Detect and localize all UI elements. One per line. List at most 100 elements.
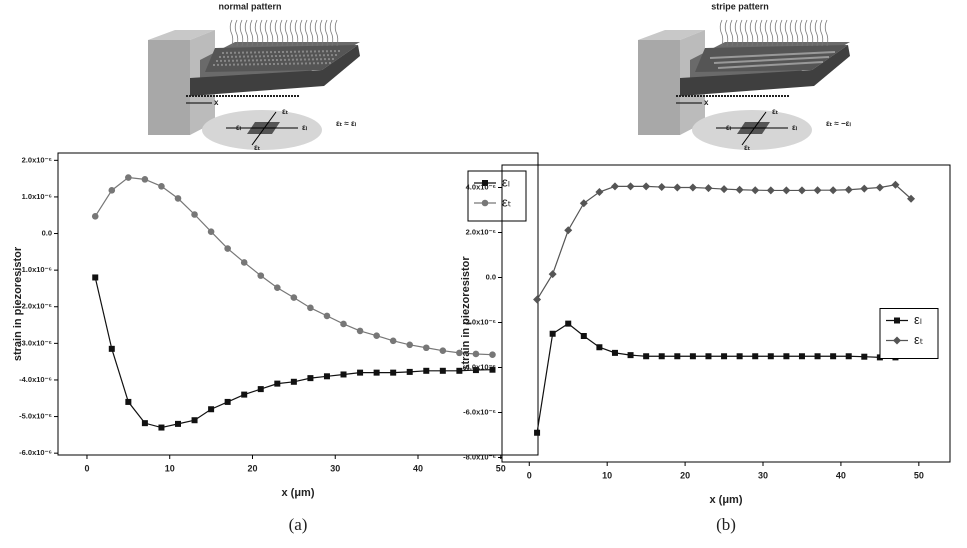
marker (241, 392, 247, 398)
marker (721, 353, 727, 359)
marker (241, 259, 248, 266)
marker (737, 353, 743, 359)
marker (208, 228, 215, 235)
support-front (638, 40, 680, 135)
caption: (b) (716, 515, 736, 534)
marker (158, 425, 164, 431)
marker (550, 331, 556, 337)
marker (225, 399, 231, 405)
marker (291, 294, 298, 301)
marker (423, 344, 430, 351)
x-axis-label: x (μm) (709, 494, 742, 506)
marker (291, 379, 297, 385)
x-tick-label: 30 (758, 470, 768, 480)
x-tick-label: 0 (84, 463, 89, 473)
marker (274, 284, 281, 291)
y-tick-label: -3.0x10⁻⁶ (19, 338, 52, 347)
marker (307, 305, 314, 312)
legend-marker (482, 200, 489, 207)
marker (341, 371, 347, 377)
figure: normal patternxεₜεₗεₗεₜεₜ ≈ εₗ2.0x10⁻⁶1.… (0, 0, 967, 548)
marker (407, 369, 413, 375)
marker (690, 353, 696, 359)
annotation: εₜ ≈ εₗ (336, 119, 357, 128)
y-tick-label: 0.0 (486, 272, 496, 281)
marker (142, 420, 148, 426)
series-line (537, 185, 911, 300)
legend-label: εₜ (914, 332, 924, 347)
marker (783, 353, 789, 359)
legend-label: εₗ (502, 174, 510, 189)
marker (390, 337, 397, 344)
marker (673, 184, 681, 192)
marker (752, 353, 758, 359)
marker (473, 351, 480, 358)
annotation: x (214, 98, 219, 107)
y-tick-label: -5.0x10⁻⁶ (19, 412, 52, 421)
marker (125, 174, 132, 181)
series-line (537, 320, 911, 433)
marker (720, 185, 728, 193)
marker (581, 333, 587, 339)
marker (611, 182, 619, 190)
marker (674, 353, 680, 359)
legend-box (880, 309, 938, 359)
x-tick-label: 10 (165, 463, 175, 473)
x-tick-label: 50 (496, 463, 506, 473)
marker (549, 270, 557, 278)
y-tick-label: -6.0x10⁻⁶ (19, 448, 52, 457)
series-line (95, 178, 492, 355)
y-tick-label: -2.0x10⁻⁶ (19, 302, 52, 311)
marker (659, 353, 665, 359)
marker (258, 386, 264, 392)
marker (565, 321, 571, 327)
marker (406, 342, 413, 349)
annotation: εₜ (254, 143, 261, 152)
x-tick-label: 40 (413, 463, 423, 473)
marker (357, 370, 363, 376)
x-tick-label: 10 (602, 470, 612, 480)
y-tick-label: 0.0 (42, 229, 52, 238)
marker (564, 226, 572, 234)
marker (373, 332, 380, 339)
marker (192, 417, 198, 423)
marker (307, 375, 313, 381)
marker (643, 353, 649, 359)
annotation: x (704, 98, 709, 107)
marker (799, 353, 805, 359)
marker (861, 354, 867, 360)
marker (595, 188, 603, 196)
marker (815, 353, 821, 359)
annotation: εₗ (726, 123, 732, 132)
y-tick-label: -6.0x10⁻⁶ (463, 407, 496, 416)
marker (830, 353, 836, 359)
marker (767, 186, 775, 194)
x-tick-label: 20 (680, 470, 690, 480)
y-tick-label: 4.0x10⁻⁶ (466, 182, 496, 191)
x-tick-label: 20 (247, 463, 257, 473)
marker (534, 430, 540, 436)
annotation: εₜ (772, 107, 779, 116)
y-tick-label: 1.0x10⁻⁶ (22, 192, 52, 201)
marker (736, 186, 744, 194)
marker (642, 182, 650, 190)
marker (628, 352, 634, 358)
wire (230, 20, 233, 46)
marker (357, 328, 364, 335)
legend-label: εₜ (502, 194, 512, 209)
marker (224, 245, 231, 252)
annotation: εₜ (282, 107, 289, 116)
marker (423, 368, 429, 374)
annotation: εₜ ≈ −εₗ (826, 119, 851, 128)
marker (109, 346, 115, 352)
marker (612, 350, 618, 356)
marker (175, 421, 181, 427)
marker (92, 274, 98, 280)
marker (440, 347, 447, 354)
x-tick-label: 50 (914, 470, 924, 480)
x-axis-label: x (μm) (281, 487, 314, 499)
marker (324, 313, 331, 320)
marker (125, 399, 131, 405)
annotation: εₜ (744, 143, 751, 152)
wire (720, 20, 723, 46)
